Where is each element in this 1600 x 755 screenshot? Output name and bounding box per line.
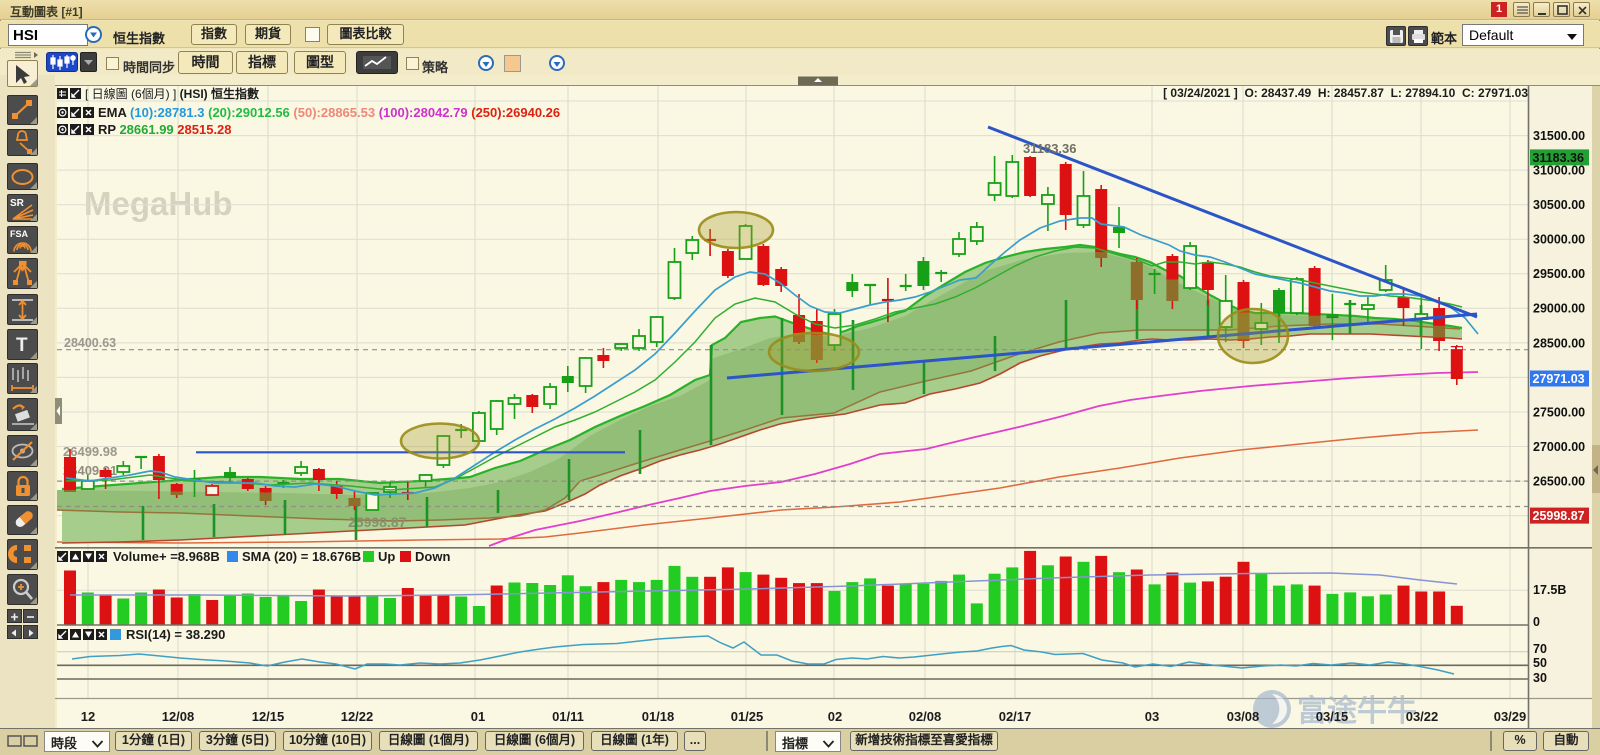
svg-text:31183.36: 31183.36 xyxy=(1533,151,1584,165)
svg-text:70: 70 xyxy=(1533,642,1547,656)
svg-text:Up: Up xyxy=(378,549,395,564)
svg-text:25998.87: 25998.87 xyxy=(1533,509,1585,523)
svg-text:01/11: 01/11 xyxy=(552,709,584,724)
svg-text:03/22: 03/22 xyxy=(1406,709,1439,724)
svg-text:[ 03/24/2021 ] O: 28437.49 H: [ 03/24/2021 ] O: 28437.49 H: 28457.87 L… xyxy=(1163,86,1528,100)
svg-text:T: T xyxy=(16,335,28,356)
svg-text:29500.00: 29500.00 xyxy=(1533,267,1585,281)
svg-text:30000.00: 30000.00 xyxy=(1533,233,1585,247)
svg-text:25998.87: 25998.87 xyxy=(348,514,407,530)
svg-text:27971.03: 27971.03 xyxy=(1533,372,1585,386)
svg-text:03/08: 03/08 xyxy=(1227,709,1260,724)
svg-text:MegaHub: MegaHub xyxy=(84,185,233,222)
svg-text:50: 50 xyxy=(1533,656,1547,670)
svg-text:富途牛牛: 富途牛牛 xyxy=(1297,694,1417,728)
svg-text:30500.00: 30500.00 xyxy=(1533,198,1585,212)
svg-text:31500.00: 31500.00 xyxy=(1533,129,1585,143)
svg-text:RP 28661.99 28515.28: RP 28661.99 28515.28 xyxy=(98,122,232,137)
svg-text:28400.63: 28400.63 xyxy=(64,336,116,350)
svg-text:03/29: 03/29 xyxy=(1494,709,1527,724)
svg-text:Down: Down xyxy=(415,549,450,564)
svg-text:12: 12 xyxy=(81,709,95,724)
svg-text:27500.00: 27500.00 xyxy=(1533,405,1585,419)
svg-text:26499.98: 26499.98 xyxy=(63,444,117,459)
svg-text:28500.00: 28500.00 xyxy=(1533,336,1585,350)
svg-text:31183.36: 31183.36 xyxy=(1023,141,1077,156)
svg-text:03: 03 xyxy=(1145,709,1159,724)
svg-text:03/15: 03/15 xyxy=(1316,709,1349,724)
svg-text:FSA: FSA xyxy=(10,229,29,239)
svg-text:17.5B: 17.5B xyxy=(1533,583,1566,597)
svg-text:01/25: 01/25 xyxy=(731,709,764,724)
svg-text:01: 01 xyxy=(471,709,485,724)
svg-text:SMA (20) = 18.676B: SMA (20) = 18.676B xyxy=(242,549,361,564)
svg-text:29000.00: 29000.00 xyxy=(1533,302,1585,316)
svg-text:26500.00: 26500.00 xyxy=(1533,475,1585,489)
svg-text:Volume+ =8.968B: Volume+ =8.968B xyxy=(113,549,220,564)
svg-text:RSI(14) = 38.290: RSI(14) = 38.290 xyxy=(126,627,225,642)
svg-text:02/08: 02/08 xyxy=(909,709,942,724)
svg-text:[ 日線圖 (6個月) ] (HSI) 恒生指數: [ 日線圖 (6個月) ] (HSI) 恒生指數 xyxy=(85,86,259,101)
svg-text:27000.00: 27000.00 xyxy=(1533,440,1585,454)
svg-text:01/18: 01/18 xyxy=(642,709,675,724)
svg-text:12/08: 12/08 xyxy=(162,709,195,724)
svg-text:31000.00: 31000.00 xyxy=(1533,164,1585,178)
svg-text:EMA (10):28781.3 (20):29012.56: EMA (10):28781.3 (20):29012.56 (50):2886… xyxy=(98,105,560,120)
svg-text:0: 0 xyxy=(1533,615,1540,629)
svg-text:30: 30 xyxy=(1533,671,1547,685)
svg-text:12/15: 12/15 xyxy=(252,709,285,724)
svg-text:SR: SR xyxy=(10,198,25,209)
svg-text:02/17: 02/17 xyxy=(999,709,1032,724)
svg-text:02: 02 xyxy=(828,709,842,724)
svg-text:12/22: 12/22 xyxy=(341,709,374,724)
